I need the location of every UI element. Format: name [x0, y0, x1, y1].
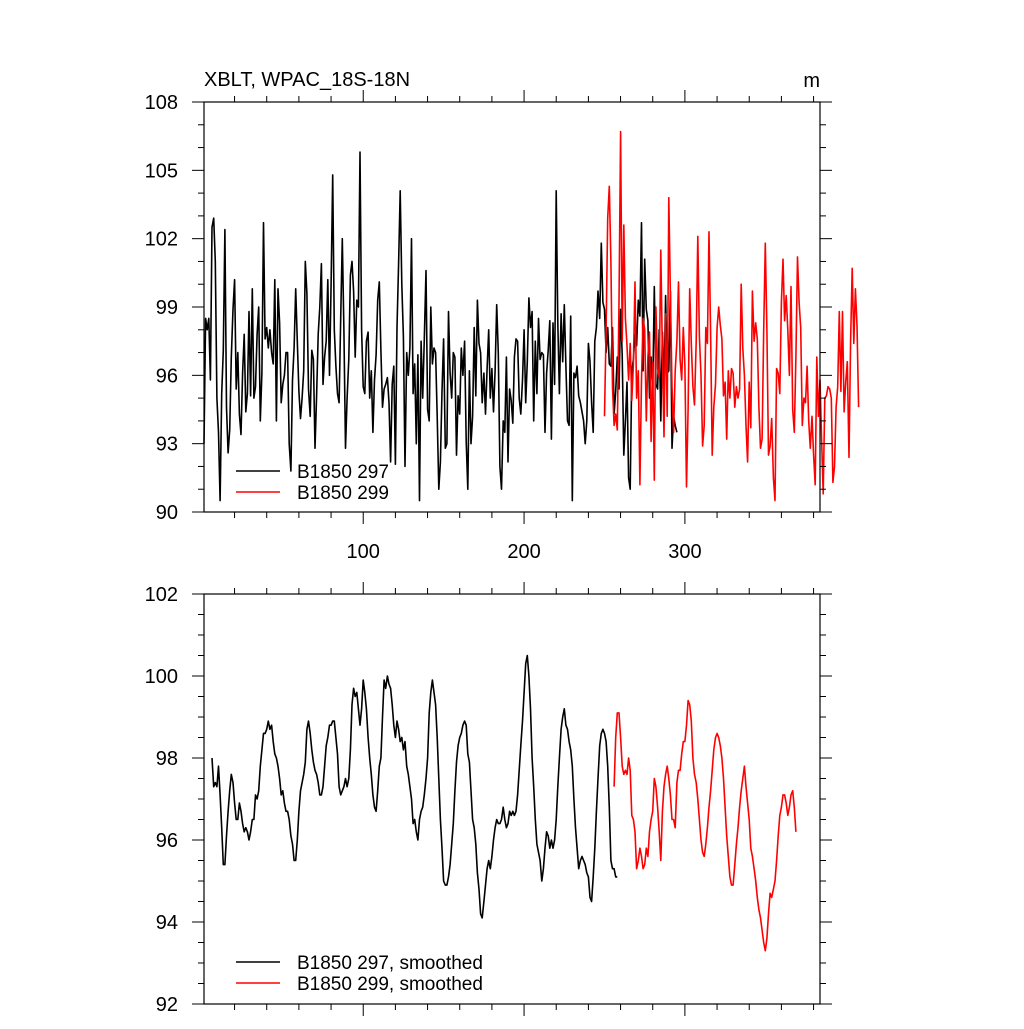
- bottom-y-tick-label: 94: [156, 912, 178, 934]
- bottom-panel-axes: 92 94 96 98 100 102: [145, 582, 832, 1016]
- bottom-y-tick-label: 98: [156, 748, 178, 770]
- top-y-tick-label: 102: [145, 229, 178, 251]
- bottom-panel-series: [211, 654, 797, 952]
- bottom-panel-legend: B1850 297, smoothed B1850 299, smoothed: [236, 953, 483, 995]
- top-panel-series: [203, 130, 860, 502]
- legend-label-b1850-297-smoothed: B1850 297, smoothed: [297, 953, 483, 974]
- top-x-tick-label: 300: [668, 541, 701, 563]
- bottom-y-tick-label: 100: [145, 666, 178, 688]
- top-panel-axes: 90 93 96 99 102 105 108 100 200 300: [145, 90, 832, 563]
- top-y-tick-label: 90: [156, 502, 178, 524]
- top-y-tick-label: 108: [145, 92, 178, 114]
- top-x-tick-label: 200: [507, 541, 540, 563]
- top-x-tick-label: 100: [347, 541, 380, 563]
- top-panel-units: m: [803, 70, 820, 92]
- series-line-b1850-297-smoothed: [211, 654, 618, 919]
- top-y-tick-label: 99: [156, 297, 178, 319]
- top-y-tick-label: 105: [145, 160, 178, 182]
- legend-label-b1850-299-smoothed: B1850 299, smoothed: [297, 974, 483, 995]
- legend-label-b1850-299: B1850 299: [297, 483, 389, 504]
- bottom-y-tick-label: 92: [156, 994, 178, 1016]
- top-panel-title: XBLT, WPAC_18S-18N: [204, 69, 410, 91]
- bottom-y-tick-label: 96: [156, 830, 178, 852]
- top-y-tick-label: 93: [156, 434, 178, 456]
- bottom-panel: 92 94 96 98 100 102 B1850 297, smoothed B1850…: [145, 582, 832, 1016]
- top-panel-legend: B1850 297 B1850 299: [236, 462, 389, 504]
- series-line-b1850-299-smoothed: [613, 699, 797, 952]
- legend-label-b1850-297: B1850 297: [297, 462, 389, 483]
- top-y-tick-label: 96: [156, 365, 178, 387]
- series-line-b1850-297: [203, 151, 678, 502]
- top-panel: XBLT, WPAC_18S-18N m 90 93 96 99 102 105 108 10…: [145, 69, 860, 563]
- series-line-b1850-299: [603, 130, 860, 502]
- bottom-y-tick-label: 102: [145, 584, 178, 606]
